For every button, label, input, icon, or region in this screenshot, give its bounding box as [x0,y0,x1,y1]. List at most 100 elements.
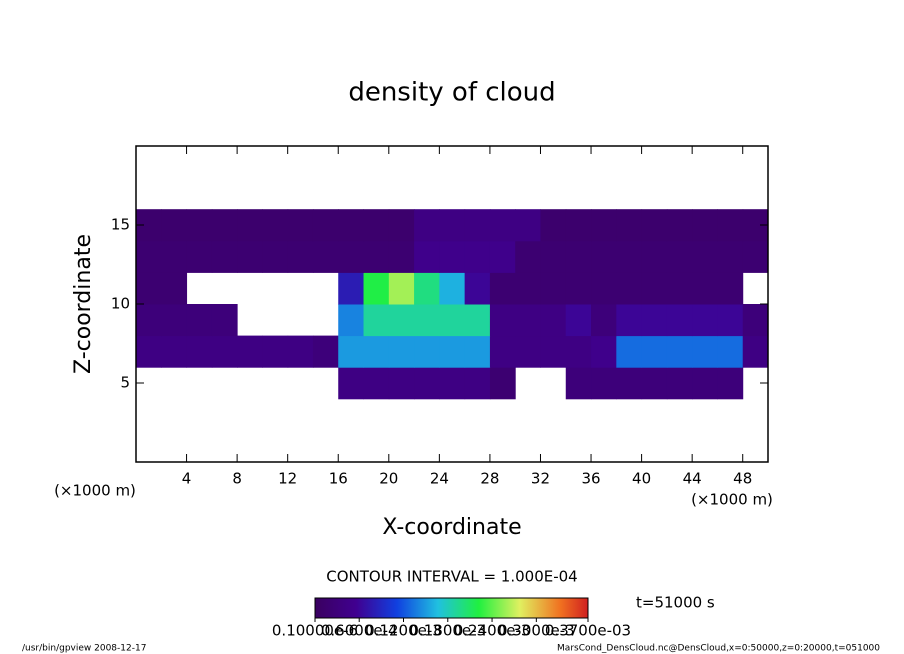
density-cell [338,367,365,400]
x-tick-label: 16 [329,470,348,488]
density-cell [616,367,643,400]
colorbar-tick-label: 0.3700e-03 [545,622,631,640]
density-cell [666,367,693,400]
density-cell [717,367,744,400]
density-cell [388,272,415,305]
density-cell [363,240,390,273]
density-cell [186,304,213,337]
density-cell [540,209,567,242]
density-cell [591,209,617,242]
density-cell [565,335,592,368]
density-cell [363,272,390,305]
density-cell [540,304,567,337]
density-cell [641,272,668,305]
time-label: t=51000 s [636,594,715,612]
density-cell [515,240,541,273]
density-cell [540,335,567,368]
density-cell [464,304,491,337]
density-cell [515,304,541,337]
density-cell [388,209,415,242]
density-cell [161,209,188,242]
density-cell [692,304,718,337]
density-cell [439,240,466,273]
density-cell [439,367,466,400]
x-tick-label: 40 [632,470,651,488]
x-tick-label: 4 [182,470,192,488]
density-cell [641,367,668,400]
colorbar-tick-label: 0.3000e-3 [498,622,575,640]
density-cell [338,209,365,242]
chart-title: density of cloud [348,78,555,108]
density-cell [717,240,744,273]
density-cell [489,272,516,305]
density-cell [414,335,440,368]
x-unit: (×1000 m) [691,491,773,509]
density-cell [742,335,769,368]
density-cell [211,209,238,242]
footer-right: MarsCond_DensCloud.nc@DensCloud,x=0:5000… [557,644,880,654]
density-cell [287,335,314,368]
density-cell [439,335,466,368]
density-cell [161,304,188,337]
density-cell [136,240,162,273]
density-cell [161,272,188,305]
density-cell [666,209,693,242]
x-tick-label: 12 [278,470,297,488]
density-cell [287,240,314,273]
density-cell [565,209,592,242]
density-cell [136,304,162,337]
density-cell [388,240,415,273]
density-cell [616,304,643,337]
density-cell [666,304,693,337]
density-cell [464,209,491,242]
x-tick-label: 20 [379,470,398,488]
x-tick-label: 36 [581,470,600,488]
density-cell [287,209,314,242]
density-cell [161,335,188,368]
y-axis-label: Z-coordinate [71,234,96,374]
colorbar-tick-label: 0.2400e-3 [454,622,531,640]
density-cell [692,209,718,242]
density-cell [262,335,289,368]
density-cell [641,240,668,273]
density-cell [414,272,440,305]
density-cell [565,272,592,305]
density-cell [338,240,365,273]
density-cell [464,240,491,273]
y-unit: (×1000 m) [54,482,136,500]
density-cell [540,240,567,273]
density-cell [312,209,339,242]
density-cell [414,209,440,242]
density-cell [717,272,744,305]
density-cell [262,240,289,273]
density-cell [565,367,592,400]
density-cell [186,240,213,273]
density-cell [692,335,718,368]
density-cell [717,304,744,337]
density-cell [186,335,213,368]
density-cell [616,209,643,242]
density-cell [666,272,693,305]
density-cell [717,209,744,242]
density-cell [237,209,263,242]
density-cell [363,209,390,242]
density-cell [439,272,466,305]
density-cell [464,272,491,305]
density-cell [338,304,365,337]
density-cell [641,209,668,242]
density-cell [312,240,339,273]
density-cell [489,335,516,368]
density-cell [692,272,718,305]
density-cell [439,304,466,337]
x-tick-label: 28 [480,470,499,488]
density-cell [414,304,440,337]
density-cell [237,240,263,273]
density-cell [136,335,162,368]
colorbar-tick-label: 0.1200e-3 [365,622,442,640]
y-tick-label: 15 [111,216,130,234]
density-cell [186,209,213,242]
colorbar-tick-label: 0.1800e-3 [409,622,486,640]
density-cell [591,240,617,273]
density-cell [388,367,415,400]
